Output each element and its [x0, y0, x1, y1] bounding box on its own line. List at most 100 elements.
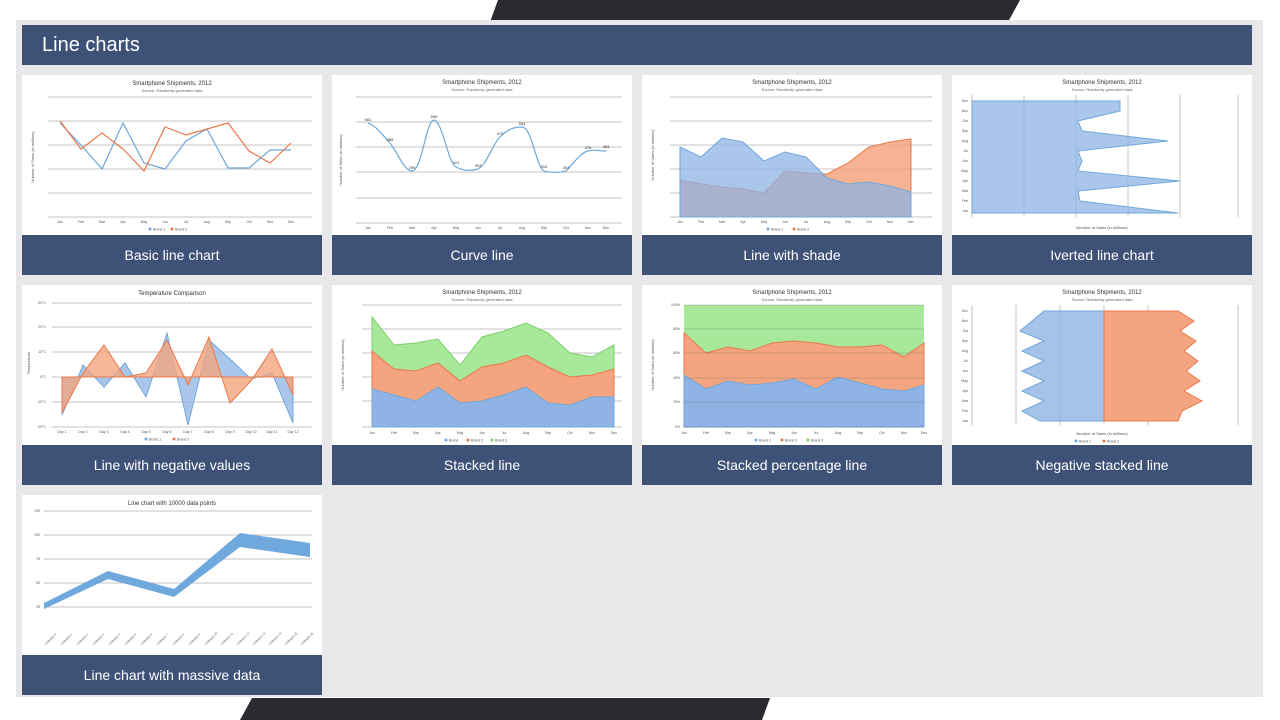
- legend-brand-2: Brand 2: [797, 228, 809, 232]
- chart-subtitle: Source: Randomly generated data: [142, 88, 204, 93]
- svg-text:Mar: Mar: [719, 220, 726, 224]
- svg-text:30°C: 30°C: [38, 301, 46, 305]
- svg-text:Category 4: Category 4: [108, 632, 121, 645]
- svg-text:125: 125: [34, 509, 40, 513]
- chart-title: Smartphone Shipments, 2012: [132, 81, 212, 87]
- card-iverted-line-chart[interactable]: Smartphone Shipments, 2012 Source: Rando…: [952, 75, 1252, 275]
- card-label[interactable]: Stacked line: [332, 445, 632, 485]
- svg-text:Oct: Oct: [563, 226, 568, 230]
- svg-text:Day 1: Day 1: [57, 430, 66, 434]
- chart-subtitle: Source: Randomly generated data: [762, 87, 824, 92]
- legend-brand-1: Brand 1: [759, 439, 771, 443]
- svg-text:Jan: Jan: [962, 209, 968, 213]
- legend-brand-2: Brand 2: [1107, 440, 1119, 444]
- chart-title: Smartphone Shipments, 2012: [442, 80, 522, 86]
- svg-text:Nov: Nov: [962, 319, 968, 323]
- svg-text:Jan: Jan: [681, 431, 687, 435]
- svg-text:Nov: Nov: [589, 431, 595, 435]
- card-label[interactable]: Negative stacked line: [952, 445, 1252, 485]
- svg-text:Oct: Oct: [246, 220, 251, 224]
- card-line-with-negative-values[interactable]: Temperature Comparison 30°C 20°C 10°C 0°C -1…: [22, 285, 322, 485]
- card-label[interactable]: Line with negative values: [22, 445, 322, 485]
- svg-text:Oct: Oct: [963, 119, 968, 123]
- chart-subtitle: Source: Randomly generated data: [762, 297, 824, 302]
- card-line-chart-with-massive-data[interactable]: Line chart with 10000 data points 125 100…: [22, 495, 322, 695]
- svg-text:Jul: Jul: [184, 220, 189, 224]
- chart-subtitle: Source: Randomly generated data: [452, 87, 514, 92]
- svg-text:321: 321: [453, 160, 460, 165]
- card-label[interactable]: Stacked percentage line: [642, 445, 942, 485]
- chart-title: Smartphone Shipments, 2012: [1062, 290, 1142, 296]
- line-with-negative-values-thumbnail: Temperature Comparison 30°C 20°C 10°C 0°C -1…: [26, 291, 312, 442]
- y-axis-label: Number of Sales (in millions): [30, 131, 35, 183]
- svg-text:554: 554: [519, 121, 526, 126]
- iverted-line-chart-thumbnail: Smartphone Shipments, 2012 Source: Rando…: [961, 80, 1239, 230]
- svg-text:May: May: [961, 169, 968, 173]
- svg-text:May: May: [769, 431, 776, 435]
- svg-text:Nov: Nov: [267, 220, 273, 224]
- svg-text:Aug: Aug: [519, 226, 525, 230]
- svg-text:Category 2: Category 2: [76, 632, 89, 645]
- legend-brand-3: Brand 3: [811, 439, 823, 443]
- svg-text:60%: 60%: [673, 351, 680, 355]
- card-stacked-percentage-line[interactable]: Smartphone Shipments, 2012 Source: Rando…: [642, 285, 942, 485]
- card-label[interactable]: Basic line chart: [22, 235, 322, 275]
- svg-text:Dec: Dec: [611, 431, 617, 435]
- svg-text:Feb: Feb: [703, 431, 709, 435]
- legend-brand-1: Brand 1: [771, 228, 783, 232]
- svg-text:Dec: Dec: [962, 309, 968, 313]
- chart-title: Smartphone Shipments, 2012: [442, 290, 522, 296]
- svg-text:Jul: Jul: [964, 149, 969, 153]
- svg-text:50: 50: [36, 581, 40, 585]
- svg-text:May: May: [453, 226, 460, 230]
- svg-text:Sep: Sep: [545, 431, 551, 435]
- svg-text:Day 8: Day 8: [204, 430, 213, 434]
- y-axis-label: Temperature: [26, 351, 31, 374]
- svg-text:303: 303: [475, 163, 482, 168]
- card-label[interactable]: Line chart with massive data: [22, 655, 322, 695]
- card-label[interactable]: Iverted line chart: [952, 235, 1252, 275]
- card-negative-stacked-line[interactable]: Smartphone Shipments, 2012 Source: Rando…: [952, 285, 1252, 485]
- svg-text:Oct: Oct: [879, 431, 884, 435]
- svg-text:Feb: Feb: [387, 226, 393, 230]
- svg-text:Jan: Jan: [677, 220, 683, 224]
- card-basic-line-chart[interactable]: Smartphone Shipments, 2012 Source: Rando…: [22, 75, 322, 275]
- svg-text:Category 9: Category 9: [188, 632, 201, 645]
- svg-text:25: 25: [36, 605, 40, 609]
- svg-text:310: 310: [541, 164, 548, 169]
- card-label[interactable]: Line with shade: [642, 235, 942, 275]
- svg-text:Apr: Apr: [963, 389, 969, 393]
- line-with-shade-thumbnail: Smartphone Shipments, 2012 Source: Rando…: [650, 80, 932, 232]
- chart-subtitle: Source: Randomly generated data: [1072, 87, 1134, 92]
- svg-text:Apr: Apr: [435, 431, 441, 435]
- svg-text:Category 3: Category 3: [92, 632, 105, 645]
- stacked-line-thumbnail: Smartphone Shipments, 2012 Source: Rando…: [340, 290, 622, 443]
- card-line-with-shade[interactable]: Smartphone Shipments, 2012 Source: Rando…: [642, 75, 942, 275]
- page-title: Line charts: [42, 34, 140, 56]
- svg-text:Mar: Mar: [962, 399, 969, 403]
- svg-text:Jun: Jun: [962, 369, 968, 373]
- svg-text:Category 14: Category 14: [268, 631, 283, 646]
- card-curve-line[interactable]: Smartphone Shipments, 2012 Source: Rando…: [332, 75, 632, 275]
- svg-text:Category 15: Category 15: [284, 631, 299, 646]
- svg-text:20°C: 20°C: [38, 325, 46, 329]
- card-stacked-line[interactable]: Smartphone Shipments, 2012 Source: Rando…: [332, 285, 632, 485]
- svg-text:20%: 20%: [673, 400, 680, 404]
- legend-brand: Brand: [449, 439, 458, 443]
- svg-text:Sep: Sep: [962, 129, 968, 133]
- basic-line-chart-thumbnail: Smartphone Shipments, 2012 Source: Rando…: [30, 81, 312, 232]
- chart-title: Line chart with 10000 data points: [128, 501, 216, 507]
- svg-text:Aug: Aug: [962, 139, 968, 143]
- card-label[interactable]: Curve line: [332, 235, 632, 275]
- svg-text:Jul: Jul: [804, 220, 809, 224]
- x-axis-label: Number of Sales (in millions): [1076, 431, 1128, 436]
- svg-text:483: 483: [603, 144, 610, 149]
- y-axis-label: Number of Sales (in millions): [650, 339, 655, 391]
- top-frame-tab: [490, 0, 1020, 22]
- svg-text:Mar: Mar: [725, 431, 732, 435]
- svg-text:Jun: Jun: [475, 226, 481, 230]
- svg-text:-10°C: -10°C: [37, 400, 46, 404]
- svg-text:80%: 80%: [673, 327, 680, 331]
- svg-text:Feb: Feb: [698, 220, 704, 224]
- legend-brand-1: Brand 1: [1079, 440, 1091, 444]
